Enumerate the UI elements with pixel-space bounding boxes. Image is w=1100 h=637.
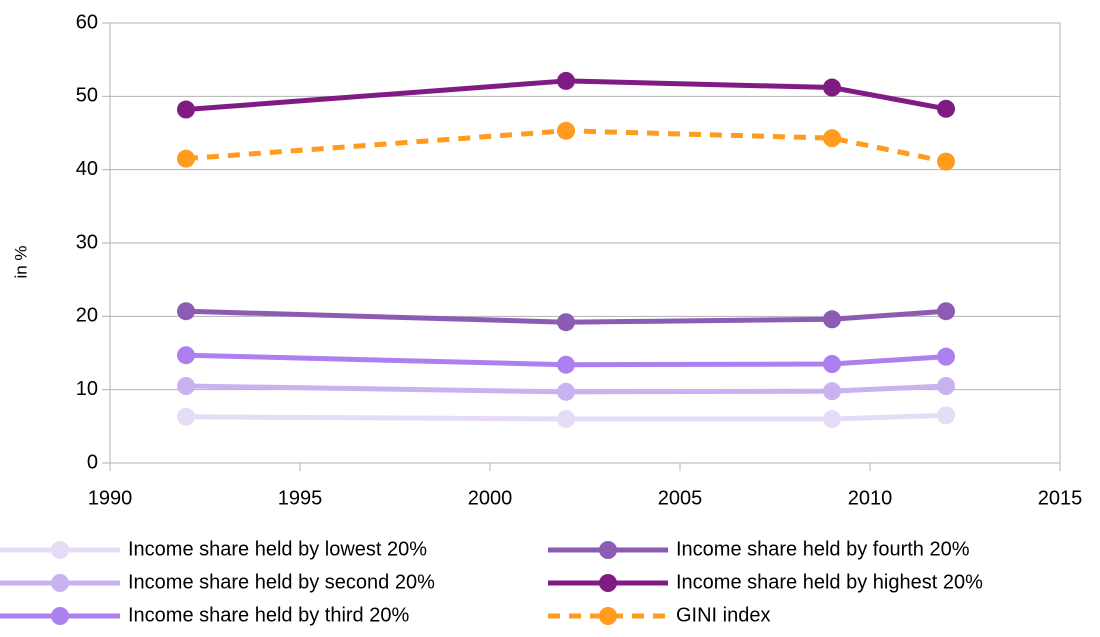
series-line (185, 412, 947, 422)
x-tick-label: 2010 (848, 487, 893, 509)
point (823, 410, 841, 428)
legend-label: Income share held by lowest 20% (128, 538, 427, 560)
y-tick-label: 0 (87, 451, 98, 473)
plot-frame (109, 22, 1061, 464)
point (177, 377, 195, 395)
y-tick-label: 60 (76, 11, 98, 33)
point (823, 310, 841, 329)
legend-label: Income share held by fourth 20% (676, 538, 970, 560)
point (937, 152, 955, 171)
x-tick-label: 2015 (1038, 487, 1083, 509)
point (177, 407, 195, 426)
x-tick-label: 1990 (88, 487, 133, 509)
point (937, 347, 955, 366)
point (177, 100, 195, 119)
point (823, 355, 841, 373)
legend-marker (51, 541, 69, 559)
legend-label: Income share held by second 20% (128, 571, 435, 593)
point (937, 377, 955, 395)
point (557, 355, 575, 374)
point (937, 99, 955, 118)
series-line (185, 383, 947, 395)
point (557, 382, 575, 401)
point (823, 129, 841, 148)
point (177, 302, 195, 321)
x-tick-label: 1995 (278, 487, 323, 509)
legend-label: Income share held by highest 20% (676, 571, 983, 593)
y-axis-label: in % (11, 245, 30, 278)
x-tick-label: 2005 (658, 487, 703, 509)
series-line (185, 78, 947, 113)
legend-marker (599, 541, 617, 559)
y-tick-label: 10 (76, 378, 98, 400)
point (937, 406, 955, 425)
y-tick-label: 20 (76, 305, 98, 327)
series-line (185, 352, 947, 368)
legend-marker (599, 574, 617, 592)
point (557, 410, 575, 428)
y-tick-label: 50 (76, 85, 98, 107)
point (823, 78, 841, 97)
x-tick-label: 2000 (468, 487, 513, 509)
legend-marker (51, 607, 69, 625)
y-tick-label: 40 (76, 158, 98, 180)
point (937, 302, 955, 321)
legend-marker (51, 574, 69, 592)
legend-marker (599, 607, 617, 625)
point (557, 121, 575, 140)
point (557, 71, 575, 90)
legend-label: GINI index (676, 604, 770, 626)
y-tick-label: 30 (76, 231, 98, 253)
point (177, 149, 195, 168)
point (557, 313, 575, 332)
legend-label: Income share held by third 20% (128, 604, 409, 626)
series-line (185, 308, 947, 325)
series-line (185, 128, 947, 165)
point (177, 346, 195, 365)
point (823, 382, 841, 401)
